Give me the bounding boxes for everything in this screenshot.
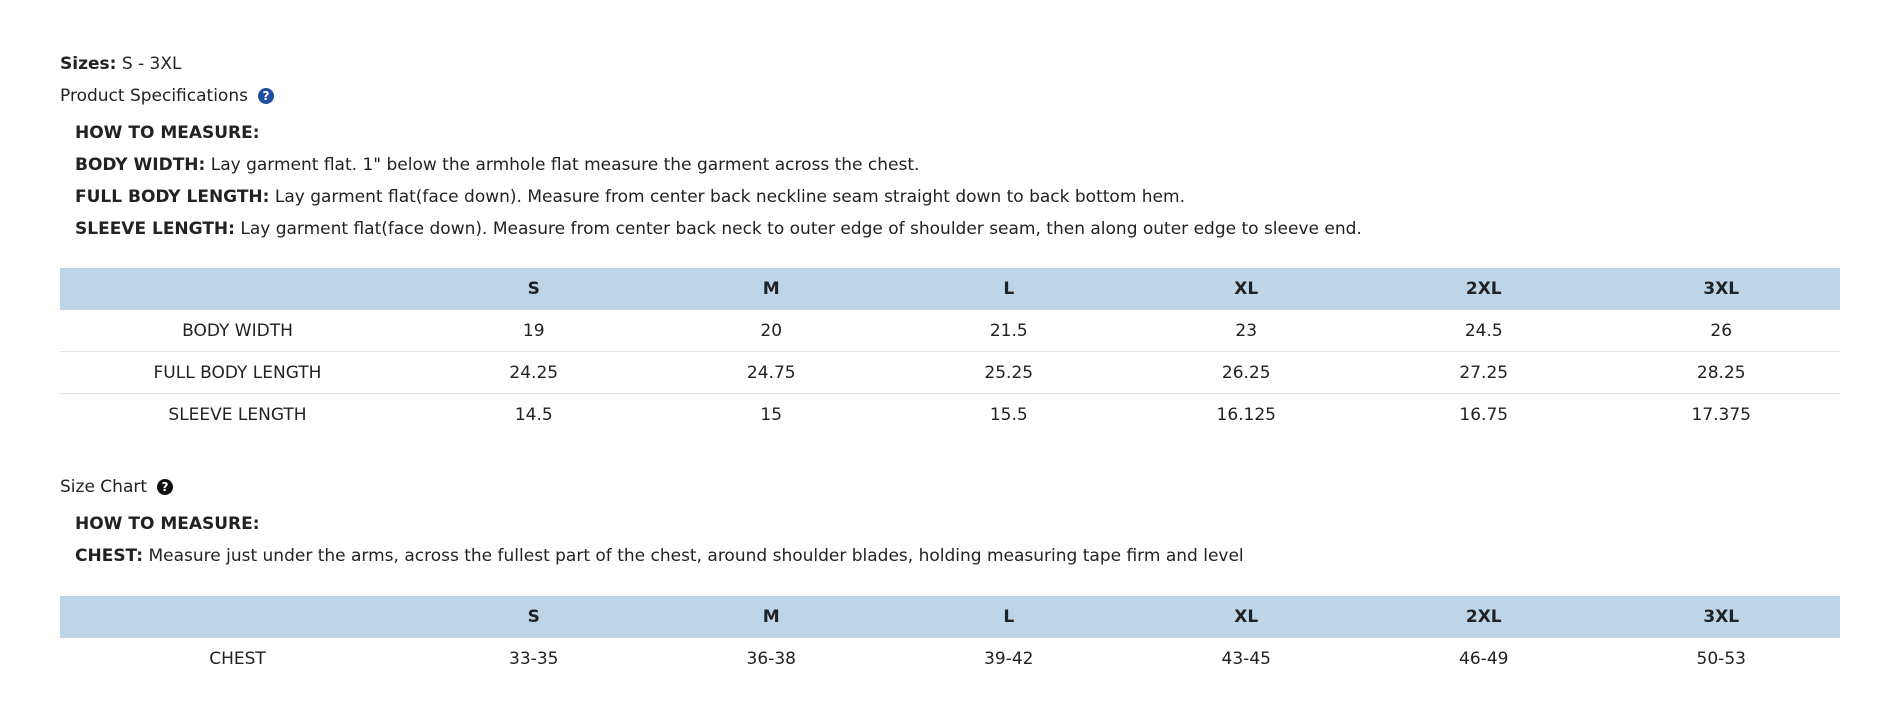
table-cell: 46-49 <box>1459 648 1509 669</box>
row-label-cell: CHEST <box>209 648 266 669</box>
instruction-text: Lay garment flat(face down). Measure fro… <box>240 219 1362 239</box>
table-cell: 15 <box>760 404 783 425</box>
header-cell: L <box>890 596 1128 638</box>
table-cell: 28.25 <box>1602 351 1840 394</box>
sizes-line: Sizes: S - 3XL <box>60 52 182 76</box>
table-cell: 16.75 <box>1459 404 1509 425</box>
product-specs-instructions: HOW TO MEASURE: BODY WIDTH: Lay garment … <box>75 117 1362 245</box>
product-specifications-title: Product Specifications ? <box>60 84 274 108</box>
table-cell: 27.25 <box>1365 351 1603 394</box>
product-specifications-table: S M L XL 2XL 3XL BODY WIDTH 19 20 21.5 2… <box>60 268 1840 435</box>
header-cell <box>60 268 415 310</box>
row-label-cell: BODY WIDTH <box>60 310 415 352</box>
table-header-row: S M L XL 2XL 3XL <box>60 268 1840 310</box>
table-cell: 25.25 <box>890 351 1128 394</box>
instruction-body-width: BODY WIDTH: Lay garment flat. 1" below t… <box>75 149 1362 181</box>
header-cell: L <box>890 268 1128 310</box>
instruction-label: FULL BODY LENGTH: <box>75 187 270 207</box>
instruction-text: Measure just under the arms, across the … <box>148 546 1244 566</box>
table-cell: 26 <box>1602 310 1840 352</box>
row-label-cell: FULL BODY LENGTH <box>60 351 415 394</box>
header-cell: XL <box>1127 596 1365 638</box>
product-specifications-label: Product Specifications <box>60 86 248 106</box>
header-cell <box>60 596 415 638</box>
how-to-measure-heading: HOW TO MEASURE: <box>75 117 1362 149</box>
size-chart-instructions: HOW TO MEASURE: CHEST: Measure just unde… <box>75 508 1244 572</box>
instruction-chest: CHEST: Measure just under the arms, acro… <box>75 540 1244 572</box>
table-header-row: S M L XL 2XL 3XL <box>60 596 1840 638</box>
table-cell: 15.5 <box>989 404 1028 425</box>
question-circle-icon[interactable]: ? <box>257 88 274 104</box>
instruction-text: Lay garment flat(face down). Measure fro… <box>274 187 1185 207</box>
header-cell: S <box>415 268 653 310</box>
table-cell: 24.25 <box>415 351 653 394</box>
sizes-label: Sizes: <box>60 54 117 74</box>
table-cell: 20 <box>652 310 890 352</box>
table-cell: 16.125 <box>1216 404 1276 425</box>
instruction-full-body-length: FULL BODY LENGTH: Lay garment flat(face … <box>75 181 1362 213</box>
header-cell: 3XL <box>1602 268 1840 310</box>
instruction-label: SLEEVE LENGTH: <box>75 219 235 239</box>
table-cell: 21.5 <box>890 310 1128 352</box>
table-cell: 36-38 <box>746 648 796 669</box>
header-cell: 3XL <box>1602 596 1840 638</box>
size-chart-title: Size Chart ? <box>60 475 174 499</box>
table-cell: 50-53 <box>1696 648 1746 669</box>
table-row: BODY WIDTH 19 20 21.5 23 24.5 26 <box>60 310 1840 352</box>
table-cell: 26.25 <box>1127 351 1365 394</box>
instruction-text: Lay garment flat. 1" below the armhole f… <box>210 155 920 175</box>
header-cell: M <box>652 268 890 310</box>
instruction-label: CHEST: <box>75 546 144 566</box>
question-circle-icon[interactable]: ? <box>157 479 174 495</box>
how-to-measure-label: HOW TO MEASURE: <box>75 123 260 143</box>
header-cell: S <box>415 596 653 638</box>
header-cell: M <box>652 596 890 638</box>
header-cell: XL <box>1127 268 1365 310</box>
table-cell: 17.375 <box>1691 404 1751 425</box>
table-cell: 24.5 <box>1365 310 1603 352</box>
table-cell: 23 <box>1127 310 1365 352</box>
table-row: SLEEVE LENGTH 14.5 15 15.5 16.125 16.75 … <box>60 394 1840 436</box>
table-cell: 19 <box>415 310 653 352</box>
how-to-measure-heading: HOW TO MEASURE: <box>75 508 1244 540</box>
row-label-cell: SLEEVE LENGTH <box>168 404 307 425</box>
table-cell: 39-42 <box>984 648 1034 669</box>
instruction-sleeve-length: SLEEVE LENGTH: Lay garment flat(face dow… <box>75 213 1362 245</box>
instruction-label: BODY WIDTH: <box>75 155 206 175</box>
size-chart-label: Size Chart <box>60 477 148 497</box>
table-cell: 43-45 <box>1221 648 1271 669</box>
header-cell: 2XL <box>1365 268 1603 310</box>
table-cell: 14.5 <box>514 404 553 425</box>
table-row: FULL BODY LENGTH 24.25 24.75 25.25 26.25… <box>60 351 1840 394</box>
sizes-value: S - 3XL <box>121 54 182 74</box>
table-cell: 24.75 <box>652 351 890 394</box>
size-chart-table: S M L XL 2XL 3XL CHEST 33-35 36-38 39-42… <box>60 596 1840 679</box>
header-cell: 2XL <box>1365 596 1603 638</box>
table-cell: 33-35 <box>509 648 559 669</box>
table-row: CHEST 33-35 36-38 39-42 43-45 46-49 50-5… <box>60 638 1840 679</box>
how-to-measure-label: HOW TO MEASURE: <box>75 514 260 534</box>
